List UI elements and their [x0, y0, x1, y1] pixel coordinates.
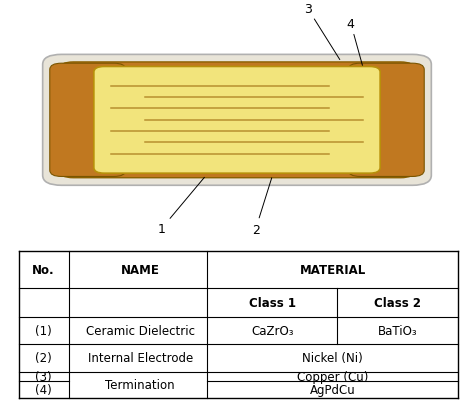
Text: AgPdCu: AgPdCu	[310, 383, 356, 396]
FancyBboxPatch shape	[94, 67, 380, 174]
Text: 1: 1	[157, 222, 165, 235]
Text: Copper (Cu): Copper (Cu)	[297, 370, 368, 383]
Text: Termination: Termination	[106, 378, 175, 391]
Text: (4): (4)	[35, 383, 52, 396]
Text: MATERIAL: MATERIAL	[300, 264, 365, 277]
Text: Internal Electrode: Internal Electrode	[88, 352, 193, 365]
Text: Class 1: Class 1	[249, 296, 296, 309]
FancyBboxPatch shape	[348, 64, 424, 177]
Text: CaZrO₃: CaZrO₃	[251, 324, 293, 337]
Text: (2): (2)	[35, 352, 52, 365]
Text: NAME: NAME	[121, 264, 160, 277]
Text: Class 2: Class 2	[374, 296, 421, 309]
Text: (1): (1)	[35, 324, 52, 337]
FancyBboxPatch shape	[43, 55, 431, 186]
Text: 3: 3	[304, 3, 311, 16]
Text: 4: 4	[347, 17, 355, 30]
Text: BaTiO₃: BaTiO₃	[378, 324, 417, 337]
Text: Ceramic Dielectric: Ceramic Dielectric	[86, 324, 195, 337]
Text: No.: No.	[32, 264, 55, 277]
FancyBboxPatch shape	[50, 64, 126, 177]
Text: (3): (3)	[35, 370, 52, 383]
Text: Nickel (Ni): Nickel (Ni)	[302, 352, 363, 365]
FancyBboxPatch shape	[59, 63, 415, 178]
Text: 2: 2	[252, 223, 260, 236]
